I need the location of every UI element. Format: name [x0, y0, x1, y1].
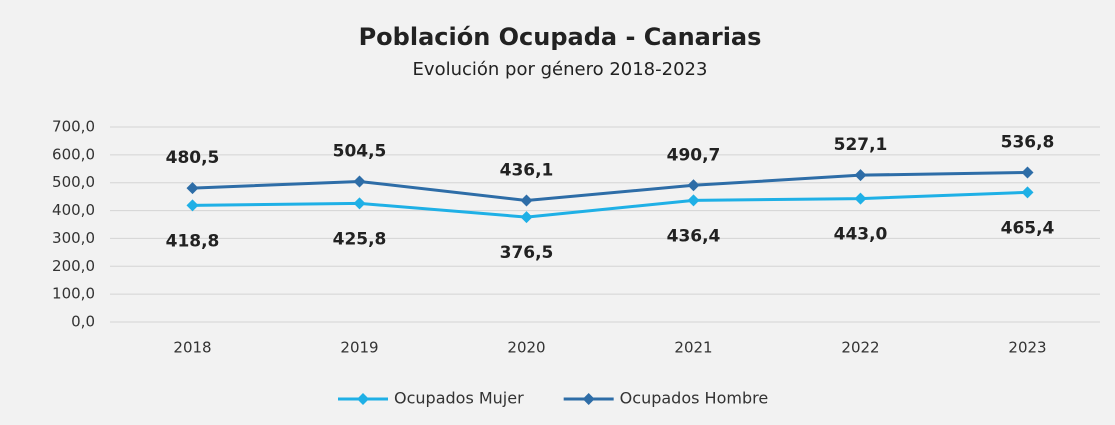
y-tick-label: 300,0 [52, 229, 95, 247]
series-line [192, 170, 1028, 203]
legend-marker [357, 393, 369, 405]
y-tick-label: 400,0 [52, 201, 95, 219]
x-tick-label: 2023 [1008, 339, 1046, 357]
data-label: 504,5 [333, 141, 387, 161]
x-tick-label: 2022 [841, 339, 879, 357]
data-point [520, 211, 533, 224]
x-tick-label: 2021 [674, 339, 712, 357]
data-label: 376,5 [500, 243, 554, 263]
y-tick-label: 0,0 [71, 313, 95, 331]
x-tick-label: 2018 [173, 339, 211, 357]
data-label: 480,5 [166, 148, 220, 168]
data-point [186, 182, 199, 195]
y-tick-label: 600,0 [52, 145, 95, 163]
data-point [520, 194, 533, 207]
data-label: 490,7 [667, 145, 721, 165]
x-tick-label: 2019 [340, 339, 378, 357]
data-label: 436,4 [667, 226, 721, 246]
data-point [854, 192, 867, 205]
legend-label: Ocupados Hombre [620, 389, 769, 408]
data-label: 465,4 [1001, 218, 1055, 238]
y-tick-label: 100,0 [52, 285, 95, 303]
data-point [687, 194, 700, 207]
data-label: 425,8 [333, 229, 387, 249]
y-tick-label: 700,0 [52, 118, 95, 136]
series-line [192, 190, 1028, 219]
chart-title: Población Ocupada - Canarias [359, 23, 762, 51]
legend-label: Ocupados Mujer [394, 389, 524, 408]
data-point [1021, 186, 1034, 199]
chart-subtitle: Evolución por género 2018-2023 [413, 59, 708, 80]
data-label: 418,8 [166, 231, 220, 251]
y-tick-label: 500,0 [52, 173, 95, 191]
data-point [353, 197, 366, 210]
data-point [353, 175, 366, 188]
data-label: 436,1 [500, 161, 554, 181]
legend-marker [582, 393, 595, 405]
data-label: 536,8 [1001, 132, 1055, 152]
data-point [854, 169, 867, 182]
data-label: 527,1 [834, 135, 888, 155]
data-point [186, 199, 199, 212]
data-label: 443,0 [834, 225, 888, 245]
data-point [687, 179, 700, 192]
data-point [1021, 166, 1034, 179]
y-tick-label: 200,0 [52, 257, 95, 275]
x-tick-label: 2020 [507, 339, 545, 357]
